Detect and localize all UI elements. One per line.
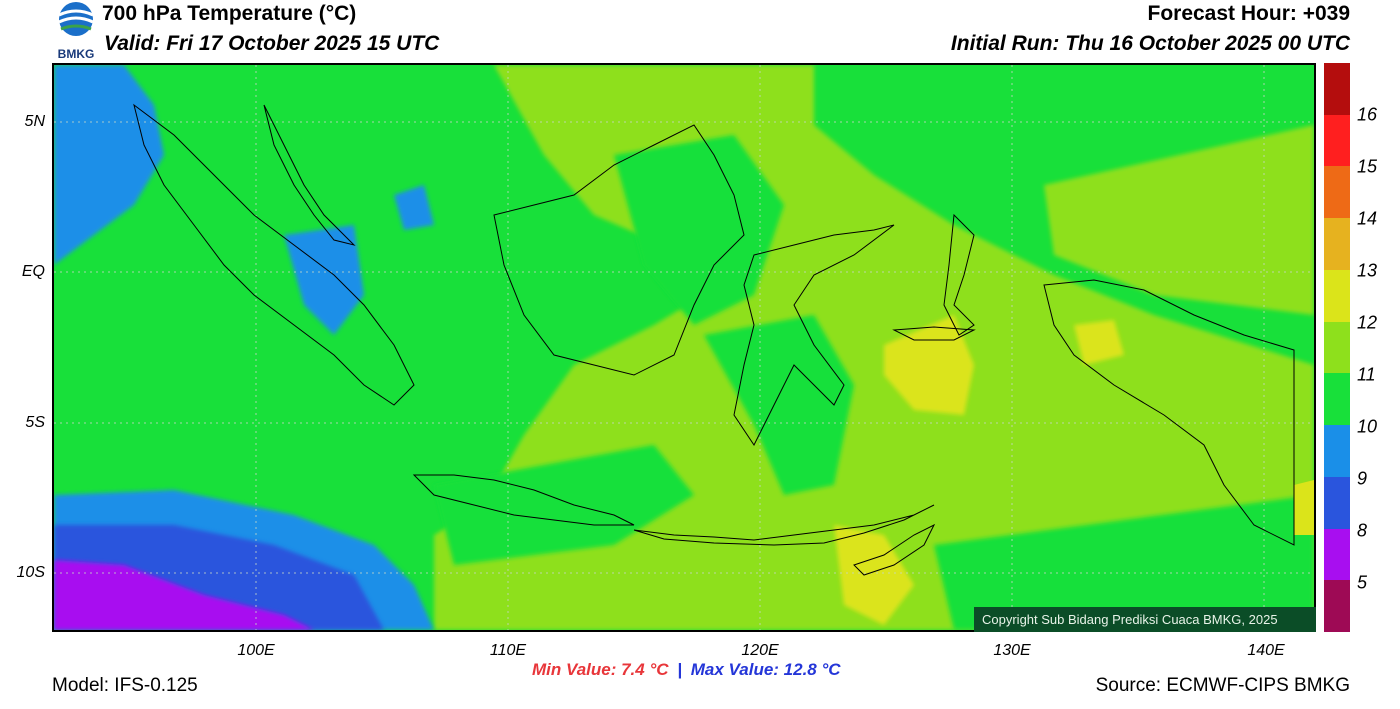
colorbar-segment	[1324, 321, 1350, 374]
valid-time: Valid: Fri 17 October 2025 15 UTC	[104, 32, 440, 55]
lon-label-110e: 110E	[489, 642, 527, 659]
lat-label-10s: 10S	[16, 564, 45, 581]
colorbar-segment	[1324, 528, 1350, 581]
lat-label-5n: 5N	[24, 113, 45, 130]
bmkg-logo: BMKG	[51, 1, 101, 61]
colorbar-segment	[1324, 580, 1350, 633]
colorbar-segment	[1324, 166, 1350, 219]
colorbar-segment	[1324, 114, 1350, 167]
colorbar-segment	[1324, 476, 1350, 530]
colorbar-segment	[1324, 269, 1350, 323]
colorbar-segment	[1324, 373, 1350, 426]
colorbar-label: 10	[1357, 416, 1378, 437]
field-green-south	[934, 495, 1314, 630]
colorbar-segment	[1324, 425, 1350, 478]
field-lime-ne	[1044, 125, 1314, 315]
colorbar-label: 13	[1357, 260, 1378, 281]
colorbar-label: 11	[1357, 364, 1376, 385]
colorbar-label: 5	[1357, 572, 1368, 593]
colorbar-segment	[1324, 218, 1350, 271]
field-yellow-timor	[834, 525, 914, 625]
lon-label-120e: 120E	[741, 642, 779, 659]
lat-label-5s: 5S	[25, 414, 45, 431]
field-green-java	[434, 445, 694, 565]
colorbar-label: 8	[1357, 520, 1368, 541]
lon-label-130e: 130E	[993, 642, 1031, 659]
map-title: 700 hPa Temperature (°C)	[102, 2, 357, 25]
colorbar-segment	[1324, 63, 1350, 116]
field-green-sulawesi	[704, 315, 854, 495]
min-max-values: Min Value: 7.4 °C | Max Value: 12.8 °C	[532, 660, 841, 680]
lon-label-100e: 100E	[237, 642, 275, 659]
lon-label-140e: 140E	[1247, 642, 1285, 659]
model-label: Model: IFS-0.125	[52, 675, 198, 696]
max-value: Max Value: 12.8 °C	[690, 660, 841, 679]
min-max-separator: |	[677, 660, 683, 679]
colorbar	[1324, 63, 1350, 633]
field-blue-natuna	[394, 185, 434, 230]
field-yellow-papua	[1074, 320, 1124, 365]
field-yellow-east	[1294, 480, 1314, 535]
colorbar-label: 9	[1357, 468, 1368, 489]
graticule	[54, 65, 1314, 630]
copyright-notice: Copyright Sub Bidang Prediksi Cuaca BMKG…	[974, 607, 1316, 632]
colorbar-label: 12	[1357, 312, 1378, 333]
field-purple-sw	[54, 560, 314, 630]
colorbar-label: 16	[1357, 104, 1378, 125]
logo-text: BMKG	[58, 47, 95, 59]
lat-label-eq: EQ	[21, 263, 45, 280]
colorbar-label: 14	[1357, 208, 1378, 229]
field-green-borneo	[614, 135, 784, 325]
source-label: Source: ECMWF-CIPS BMKG	[1095, 675, 1350, 696]
forecast-hour: Forecast Hour: +039	[1147, 2, 1351, 25]
colorbar-label: 15	[1357, 156, 1378, 177]
initial-run: Initial Run: Thu 16 October 2025 00 UTC	[950, 32, 1350, 55]
temperature-map	[52, 63, 1316, 632]
min-value: Min Value: 7.4 °C	[532, 660, 669, 679]
coastlines	[133, 103, 1295, 576]
